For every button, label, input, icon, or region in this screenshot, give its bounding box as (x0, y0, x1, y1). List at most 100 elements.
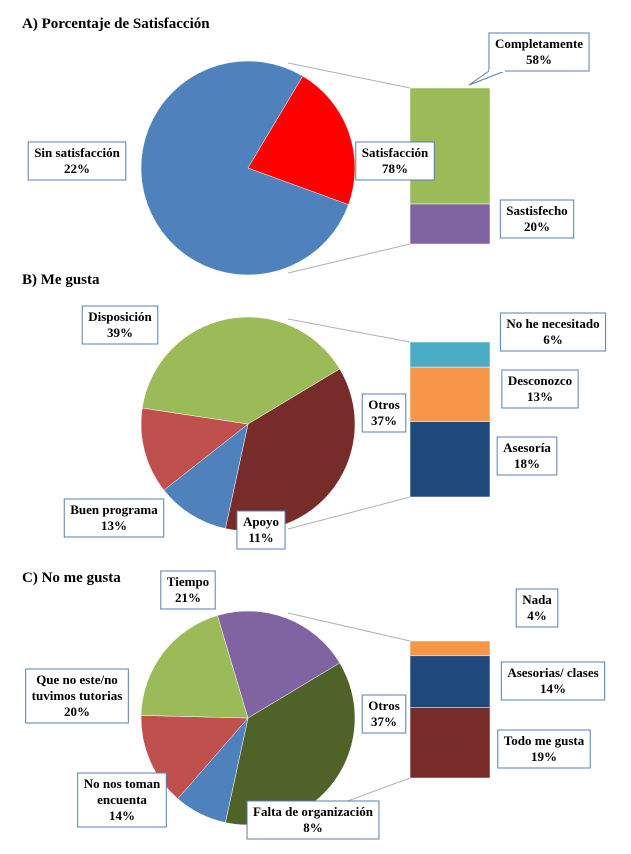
label-box (500, 661, 606, 701)
pie-slice-satisfaccion (140, 60, 349, 276)
label-box (355, 141, 435, 181)
label-box (496, 436, 558, 476)
slice-value: 37% (371, 413, 397, 428)
bar-segment-no-he-necesitado (409, 341, 491, 368)
connector-line (287, 496, 411, 530)
slice-label: Apoyo (243, 514, 279, 529)
label-box (499, 199, 575, 239)
pie-slice-tiempo (217, 610, 341, 719)
slice-value: 4% (527, 608, 547, 623)
slice-value: 37% (371, 714, 397, 729)
slice-label: Satisfacción (362, 145, 429, 160)
slice-label: No nos toman (84, 776, 161, 791)
slice-value: 8% (303, 820, 323, 835)
panel-title: B) Me gusta (22, 272, 100, 288)
slice-label: Todo me gusta (504, 733, 585, 748)
slice-value: 14% (540, 681, 566, 696)
pie-slice-que-no-este-no-tuvimos-tutorias (140, 615, 249, 719)
slice-value: 11% (248, 530, 273, 545)
label-box (361, 393, 407, 433)
label-box (27, 141, 127, 181)
label-box (236, 510, 286, 550)
pie-slice-apoyo (163, 423, 249, 529)
label-box (63, 498, 165, 538)
callout-pointer (468, 70, 506, 86)
slice-value: 20% (64, 704, 90, 719)
pie-slice-buen-programa (140, 407, 249, 491)
slice-value: 20% (524, 219, 550, 234)
label-box (25, 668, 129, 724)
label-box (77, 772, 167, 828)
slice-label: Asesorias/ clases (507, 665, 598, 680)
label-box (515, 588, 559, 628)
slice-label: Que no este/no (36, 672, 118, 687)
label-box (488, 32, 590, 72)
slice-value: 58% (526, 52, 552, 67)
slice-label: encuenta (97, 792, 147, 807)
label-box (501, 369, 579, 409)
bar-segment-sastisfecho (409, 203, 491, 245)
label-box (160, 570, 216, 610)
label-box (361, 694, 407, 734)
slice-value: 6% (543, 332, 563, 347)
pie-slice-disposicion (141, 316, 341, 425)
slice-label: Completamente (495, 36, 583, 51)
slice-label: Sastisfecho (506, 203, 567, 218)
bar-segment-desconozco (409, 366, 491, 422)
slice-label: tuvimos tutorias (32, 688, 123, 703)
connector-line (287, 243, 411, 274)
connector-line (287, 62, 411, 89)
panel-title: A) Porcentaje de Satisfacción (22, 16, 210, 32)
bar-segment-asesorias-clases (409, 655, 491, 708)
slice-label: Otros (368, 397, 400, 412)
slice-value: 13% (101, 518, 127, 533)
label-box (246, 800, 380, 840)
slice-value: 13% (527, 389, 553, 404)
slice-label: Disposición (88, 309, 152, 324)
slice-value: 19% (531, 749, 557, 764)
slice-label: Tiempo (167, 574, 209, 589)
slice-label: No he necesitado (506, 316, 599, 331)
slice-value: 21% (175, 590, 201, 605)
slice-label: Desconozco (508, 373, 572, 388)
connector-line (287, 318, 411, 343)
slice-value: 39% (107, 325, 133, 340)
bar-segment-asesoria (409, 421, 491, 498)
slice-value: 78% (382, 161, 408, 176)
slice-label: Otros (368, 698, 400, 713)
bar-segment-nada (409, 640, 491, 657)
slice-label: Buen programa (70, 502, 158, 517)
slice-label: Falta de organización (253, 804, 374, 819)
label-box (81, 305, 159, 345)
label-box (497, 729, 591, 769)
slice-value: 22% (64, 161, 90, 176)
slice-value: 14% (109, 808, 135, 823)
connector-line (287, 612, 411, 642)
slice-label: Sin satisfacción (34, 145, 120, 160)
pie-slice-sin-satisfaccion (247, 75, 356, 205)
pie-slice-no-nos-toman-encuenta (140, 715, 249, 800)
label-box (499, 312, 607, 352)
slice-label: Nada (522, 592, 552, 607)
